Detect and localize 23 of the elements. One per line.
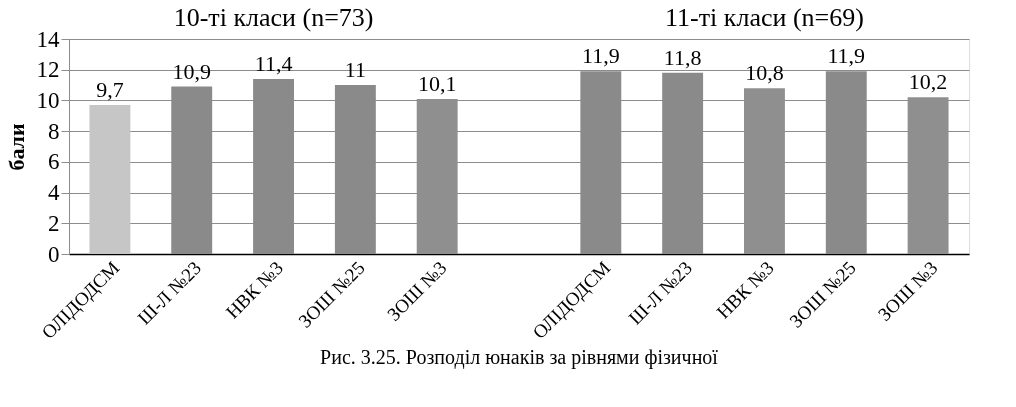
text: Рис. 3.25. Розподіл юнаків за рівнями фізичної [320,346,719,370]
y-tick-label: 10 [36,87,60,113]
data-label: 9,7 [96,77,124,103]
data-label: 10,8 [745,60,784,86]
data-label: 10,2 [908,69,948,95]
y-axis-title: бали [3,123,29,171]
data-label: 10,9 [172,58,211,84]
y-tick-label: 14 [36,26,60,52]
data-label: 10,1 [417,70,457,96]
data-label: 11 [344,57,366,83]
y-tick-label: 8 [48,118,60,144]
bar [89,105,131,254]
y-tick-label: 2 [48,210,60,236]
y-tick-label: 0 [48,241,60,267]
data-label: 11,4 [254,50,293,76]
data-label: 11,9 [581,43,620,69]
y-tick-label: 4 [48,180,60,206]
y-tick-label: 6 [48,149,60,175]
data-label: 11,8 [663,44,702,70]
text: 11-ті класи (n=69) [665,3,864,32]
text: 10-ті класи (n=73) [173,3,374,32]
data-label: 11,9 [827,43,866,69]
y-tick-label: 12 [36,57,60,83]
